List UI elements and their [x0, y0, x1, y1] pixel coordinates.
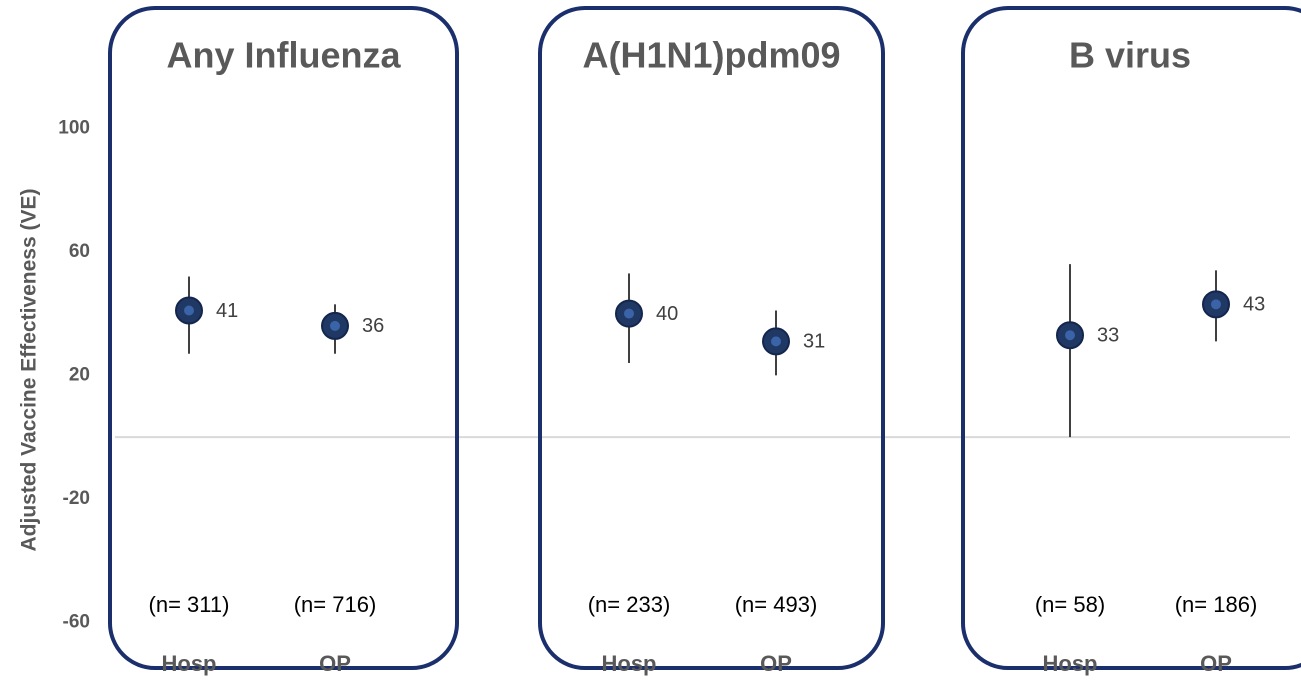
sample-size: (n= 233): [588, 592, 671, 617]
value-label: 41: [216, 300, 238, 322]
point-highlight: [1065, 330, 1075, 341]
point-highlight: [771, 336, 781, 347]
sample-size: (n= 493): [735, 592, 818, 617]
point-highlight: [624, 308, 634, 319]
y-tick-label: 60: [69, 241, 90, 262]
x-tick-label: Hosp: [1043, 651, 1098, 676]
sample-size: (n= 716): [294, 592, 377, 617]
y-tick-label: 20: [69, 364, 90, 385]
value-label: 31: [803, 331, 825, 353]
panel-title: A(H1N1)pdm09: [582, 35, 840, 76]
panel-title: B virus: [1069, 35, 1191, 76]
value-label: 43: [1243, 294, 1265, 316]
point-highlight: [1211, 299, 1221, 310]
value-label: 36: [362, 315, 384, 337]
sample-size: (n= 311): [149, 592, 230, 617]
y-tick-label: -60: [63, 611, 90, 632]
value-label: 40: [656, 303, 678, 325]
y-tick-label: -20: [63, 488, 90, 509]
panel-frame: [108, 6, 459, 670]
sample-size: (n= 58): [1035, 592, 1105, 617]
panel-frame: [538, 6, 885, 670]
panel-title: Any Influenza: [166, 35, 401, 76]
x-tick-label: Hosp: [602, 651, 657, 676]
sample-size: (n= 186): [1175, 592, 1258, 617]
value-label: 33: [1097, 324, 1119, 346]
x-tick-label: OP: [1200, 651, 1232, 676]
point-highlight: [330, 320, 340, 331]
x-tick-label: OP: [760, 651, 792, 676]
y-tick-label: 100: [58, 117, 90, 138]
point-highlight: [184, 305, 194, 316]
y-axis-label: Adjusted Vaccine Effectiveness (VE): [18, 189, 41, 552]
x-tick-label: Hosp: [162, 651, 217, 676]
x-tick-label: OP: [319, 651, 351, 676]
panel-frame: [961, 6, 1301, 670]
